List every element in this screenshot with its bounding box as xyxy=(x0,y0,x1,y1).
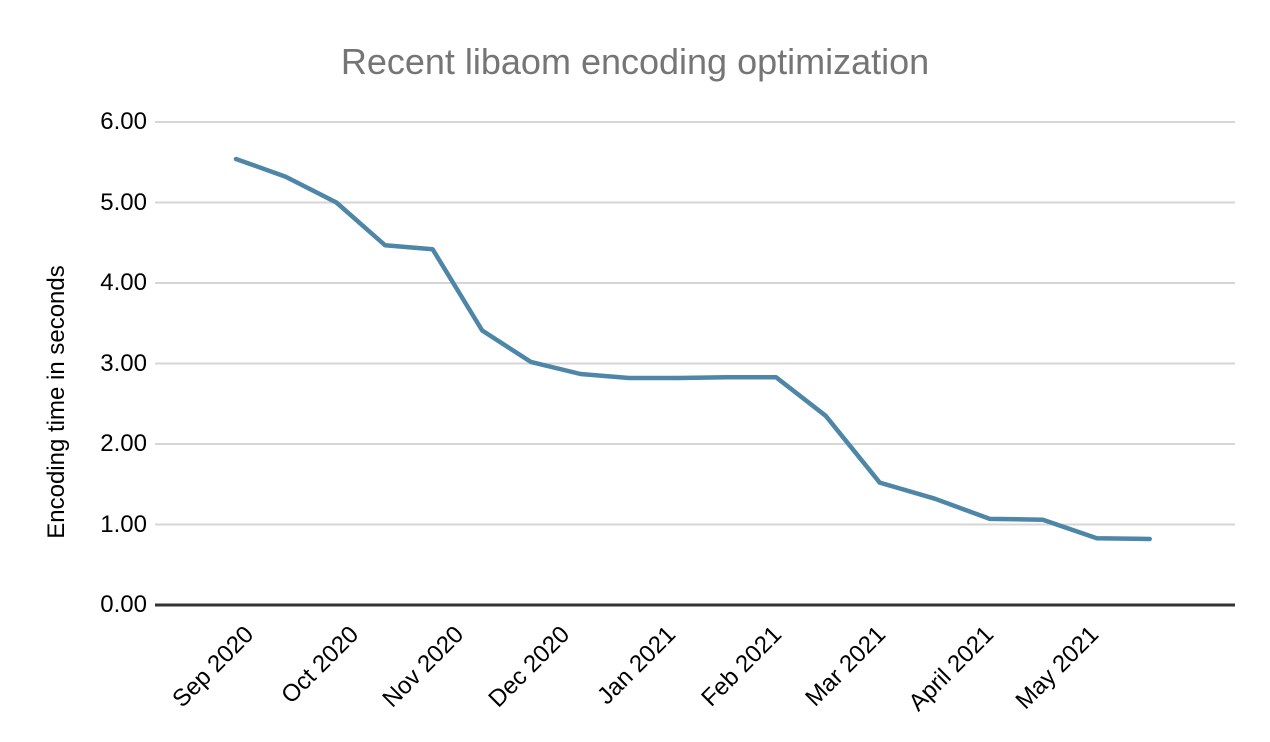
y-tick-label: 6.00 xyxy=(100,108,147,135)
y-tick-label: 5.00 xyxy=(100,188,147,216)
y-tick-label: 2.00 xyxy=(100,430,147,457)
y-tick-label: 4.00 xyxy=(100,269,147,296)
data-line xyxy=(233,156,1152,542)
y-tick-label: 3.00 xyxy=(100,349,147,377)
y-tick-label: 1.00 xyxy=(100,510,147,538)
y-tick-label: 0.00 xyxy=(100,591,147,618)
chart-title: Recent libaom encoding optimization xyxy=(340,41,930,82)
